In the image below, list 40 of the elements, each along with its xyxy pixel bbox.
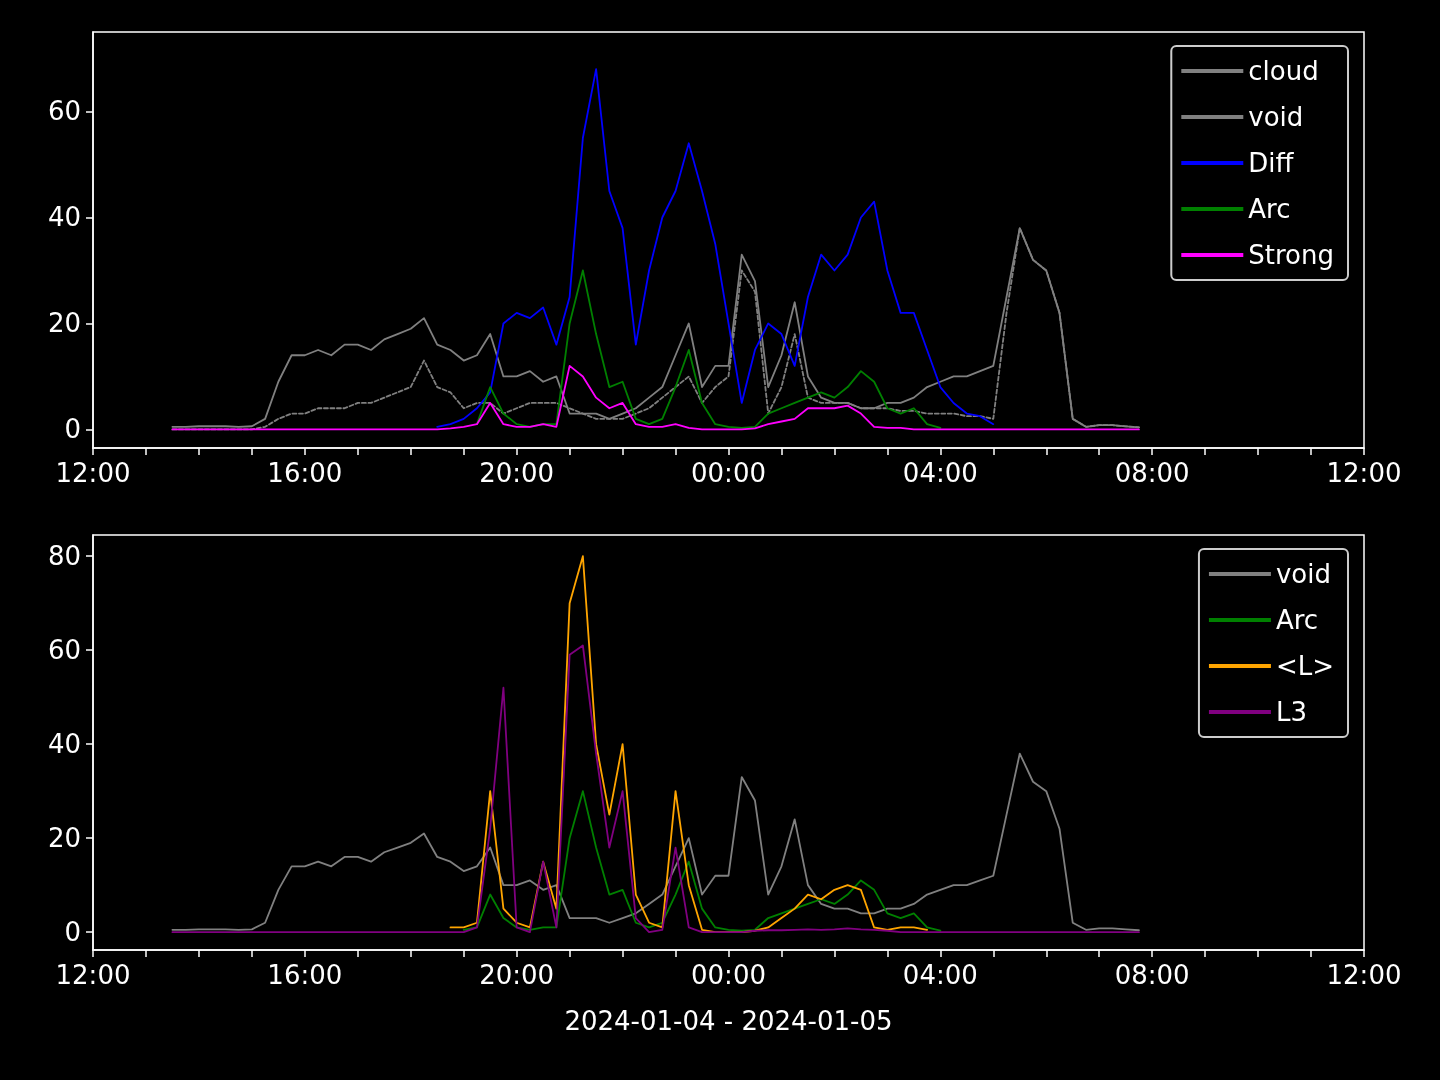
line-series <box>436 68 995 428</box>
x-tick-label: 00:00 <box>691 458 766 488</box>
y-tick-label: 20 <box>47 823 81 854</box>
legend-label: void <box>1275 559 1331 589</box>
legend-label: Arc <box>1248 194 1291 224</box>
line-series <box>476 269 942 429</box>
x-tick-label: 04:00 <box>902 960 978 990</box>
line-series <box>171 364 1140 431</box>
y-tick-label: 40 <box>47 202 81 233</box>
x-tick-label: 08:00 <box>1114 458 1190 488</box>
x-tick-label: 16:00 <box>267 960 343 990</box>
legend-label: Arc <box>1275 605 1319 635</box>
x-tick-label: 12:00 <box>55 960 131 990</box>
x-tick-label: 16:00 <box>267 458 343 488</box>
legend-label: L3 <box>1275 697 1307 727</box>
x-tick-label: 08:00 <box>1114 960 1190 990</box>
line-series <box>171 752 1140 932</box>
y-tick-label: 0 <box>64 414 81 445</box>
y-tick-label: 40 <box>47 729 81 760</box>
line-series <box>462 790 942 932</box>
x-tick-label: 12:00 <box>1326 458 1402 488</box>
y-tick-label: 80 <box>47 541 81 572</box>
y-tick-label: 60 <box>47 96 81 127</box>
y-tick-label: 60 <box>47 635 81 666</box>
legend-label: cloud <box>1248 56 1319 86</box>
legend-label: Strong <box>1248 240 1335 270</box>
x-tick-label: 12:00 <box>1326 960 1402 990</box>
x-tick-label: 12:00 <box>55 458 131 488</box>
x-tick-label: 20:00 <box>479 458 555 488</box>
legend-label: <L> <box>1275 651 1335 681</box>
x-tick-label: 04:00 <box>902 458 978 488</box>
x-axis-title: 2024-01-04 - 2024-01-05 <box>564 1006 893 1036</box>
line-series <box>449 555 928 934</box>
legend-label: Diff <box>1248 148 1295 178</box>
y-tick-label: 0 <box>64 917 81 948</box>
x-tick-label: 20:00 <box>479 960 555 990</box>
y-tick-label: 20 <box>47 308 81 339</box>
x-tick-label: 00:00 <box>691 960 766 990</box>
legend-label: void <box>1248 102 1304 132</box>
line-series <box>171 644 1140 934</box>
